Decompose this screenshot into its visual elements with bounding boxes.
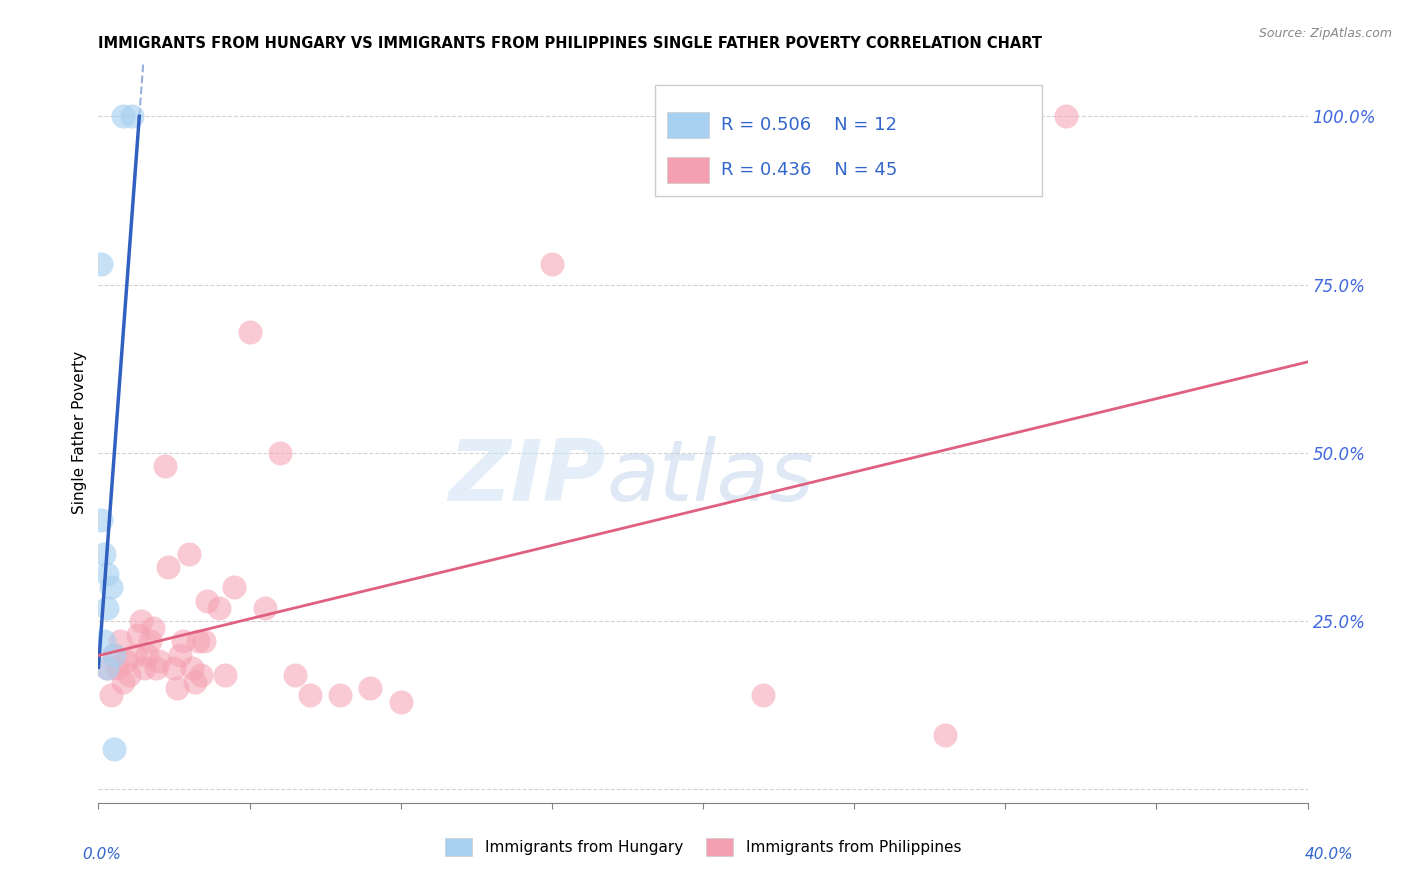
Point xyxy=(208,600,231,615)
Point xyxy=(153,459,176,474)
Text: 0.0%: 0.0% xyxy=(82,847,121,862)
Point xyxy=(239,325,262,339)
Point xyxy=(96,600,118,615)
Point xyxy=(184,674,207,689)
Point xyxy=(90,257,112,271)
Point xyxy=(195,594,218,608)
Point xyxy=(111,109,134,123)
Point xyxy=(96,661,118,675)
Point xyxy=(389,695,412,709)
Point xyxy=(284,668,307,682)
Point xyxy=(93,547,115,561)
Point xyxy=(111,674,134,689)
Point xyxy=(179,547,201,561)
Point xyxy=(139,634,162,648)
Point xyxy=(121,109,143,123)
Point xyxy=(132,661,155,675)
Text: Source: ZipAtlas.com: Source: ZipAtlas.com xyxy=(1258,27,1392,40)
Point xyxy=(169,648,191,662)
Point xyxy=(752,688,775,702)
Point xyxy=(142,621,165,635)
Text: R = 0.506    N = 12: R = 0.506 N = 12 xyxy=(721,116,897,135)
Point xyxy=(214,668,236,682)
Point xyxy=(187,634,209,648)
FancyBboxPatch shape xyxy=(655,85,1042,195)
Point xyxy=(103,648,125,662)
Point xyxy=(90,513,112,527)
Point xyxy=(135,648,157,662)
Point xyxy=(127,627,149,641)
Point xyxy=(1054,109,1077,123)
Point xyxy=(163,661,186,675)
FancyBboxPatch shape xyxy=(666,112,709,138)
Point xyxy=(93,634,115,648)
Point xyxy=(540,257,562,271)
FancyBboxPatch shape xyxy=(666,157,709,183)
Point xyxy=(181,661,204,675)
Point xyxy=(129,614,152,628)
Point xyxy=(100,581,122,595)
Text: 40.0%: 40.0% xyxy=(1305,847,1353,862)
Point xyxy=(156,560,179,574)
Text: ZIP: ZIP xyxy=(449,435,606,518)
Point xyxy=(299,688,322,702)
Point xyxy=(100,688,122,702)
Legend: Immigrants from Hungary, Immigrants from Philippines: Immigrants from Hungary, Immigrants from… xyxy=(439,832,967,862)
Point xyxy=(224,581,246,595)
Point xyxy=(145,661,167,675)
Point xyxy=(96,661,118,675)
Point xyxy=(105,661,128,675)
Point xyxy=(269,446,291,460)
Point xyxy=(193,634,215,648)
Y-axis label: Single Father Poverty: Single Father Poverty xyxy=(72,351,87,514)
Point xyxy=(96,566,118,581)
Point xyxy=(253,600,276,615)
Point xyxy=(934,729,956,743)
Point xyxy=(124,648,146,662)
Point xyxy=(190,668,212,682)
Point xyxy=(118,668,141,682)
Point xyxy=(166,681,188,696)
Text: IMMIGRANTS FROM HUNGARY VS IMMIGRANTS FROM PHILIPPINES SINGLE FATHER POVERTY COR: IMMIGRANTS FROM HUNGARY VS IMMIGRANTS FR… xyxy=(98,36,1042,51)
Point xyxy=(114,655,136,669)
Point xyxy=(108,634,131,648)
Point xyxy=(360,681,382,696)
Text: R = 0.436    N = 45: R = 0.436 N = 45 xyxy=(721,161,897,178)
Text: atlas: atlas xyxy=(606,435,814,518)
Point xyxy=(103,648,125,662)
Point xyxy=(148,655,170,669)
Point xyxy=(329,688,352,702)
Point xyxy=(103,742,125,756)
Point xyxy=(172,634,194,648)
